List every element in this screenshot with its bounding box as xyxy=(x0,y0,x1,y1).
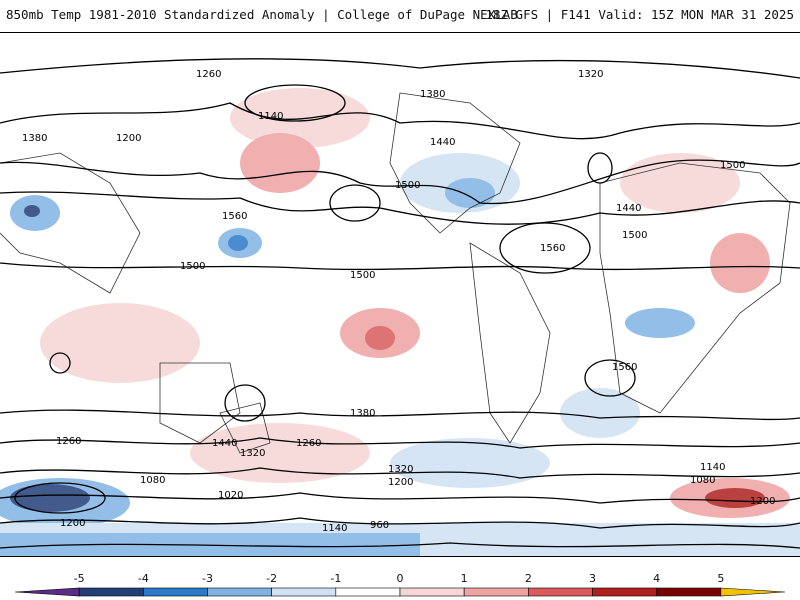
colorbar-swatch xyxy=(720,587,786,597)
contour-label: 1200 xyxy=(750,496,775,507)
contour-label: 1200 xyxy=(388,477,413,488)
contour-label: 1500 xyxy=(395,180,420,191)
contour-label: 1500 xyxy=(180,261,205,272)
contour-label: 1080 xyxy=(140,475,165,486)
contour-label: 1560 xyxy=(612,362,637,373)
colorbar-tick-label: 1 xyxy=(461,572,468,585)
map-svg: 1260 1320 1380 1440 1500 1560 1200 1140 … xyxy=(0,58,800,556)
colorbar-tick-label: 2 xyxy=(525,572,532,585)
colorbar-tick-label: 0 xyxy=(397,572,404,585)
colorbar: -5 -4 -3 -2 -1 0 1 2 3 4 5 xyxy=(0,560,800,600)
contour-label: 1380 xyxy=(22,133,47,144)
colorbar-svg: -5 -4 -3 -2 -1 0 1 2 3 4 5 xyxy=(14,572,786,597)
colorbar-swatch xyxy=(207,587,272,597)
colorbar-swatch xyxy=(592,587,657,597)
contour-label: 1500 xyxy=(720,160,745,171)
contour-label: 1140 xyxy=(258,111,283,122)
colorbar-tick-label: -5 xyxy=(74,572,85,585)
contour-label: 1320 xyxy=(240,448,265,459)
contour-label: 1020 xyxy=(218,490,243,501)
colorbar-swatch xyxy=(14,587,80,597)
colorbar-swatch xyxy=(399,587,465,597)
colorbar-tick-label: 4 xyxy=(653,572,660,585)
contour-label: 1140 xyxy=(322,523,347,534)
colorbar-tick-label: -2 xyxy=(266,572,277,585)
contour-label: 1500 xyxy=(622,230,647,241)
map-title: 850mb Temp 1981-2010 Standardized Anomal… xyxy=(6,7,518,22)
colorbar-tick-label: -4 xyxy=(138,572,149,585)
colorbar-swatch xyxy=(143,587,208,597)
colorbar-tick-label: 5 xyxy=(717,572,724,585)
contour-label: 1320 xyxy=(578,69,603,80)
contour-label: 1380 xyxy=(350,408,375,419)
colorbar-tick-label: 3 xyxy=(589,572,596,585)
contour-label: 1200 xyxy=(116,133,141,144)
colorbar-swatch xyxy=(335,587,401,597)
contour-label: 1380 xyxy=(420,89,445,100)
contour-label: 1440 xyxy=(212,438,237,449)
contour-label: 960 xyxy=(370,520,389,531)
contour-label: 1140 xyxy=(700,462,725,473)
colorbar-swatch xyxy=(528,587,593,597)
header: 850mb Temp 1981-2010 Standardized Anomal… xyxy=(0,0,800,32)
contour-label: 1320 xyxy=(388,464,413,475)
contour-label: 1440 xyxy=(430,137,455,148)
contour-label: 1500 xyxy=(350,270,375,281)
anomaly-map: 1260 1320 1380 1440 1500 1560 1200 1140 … xyxy=(0,32,800,557)
contour-label: 1260 xyxy=(196,69,221,80)
contour-label: 1440 xyxy=(616,203,641,214)
contour-label: 1200 xyxy=(60,518,85,529)
continent-outlines xyxy=(0,92,791,454)
contour-label: 1260 xyxy=(296,438,321,449)
contour-label: 1560 xyxy=(222,211,247,222)
height-contours xyxy=(0,58,800,549)
model-run-title: 18Z GFS | F141 Valid: 15Z MON MAR 31 202… xyxy=(485,7,794,22)
colorbar-swatch xyxy=(656,587,722,597)
contour-label: 1260 xyxy=(56,436,81,447)
colorbar-tick-label: -3 xyxy=(202,572,213,585)
colorbar-swatch xyxy=(463,587,529,597)
contour-label: 1560 xyxy=(540,243,565,254)
colorbar-swatch xyxy=(271,587,337,597)
colorbar-tick-label: -1 xyxy=(330,572,341,585)
colorbar-swatch xyxy=(78,587,144,597)
contour-labels: 1260 1320 1380 1440 1500 1560 1200 1140 … xyxy=(22,69,775,534)
contour-label: 1080 xyxy=(690,475,715,486)
anomaly-shading xyxy=(0,88,800,556)
